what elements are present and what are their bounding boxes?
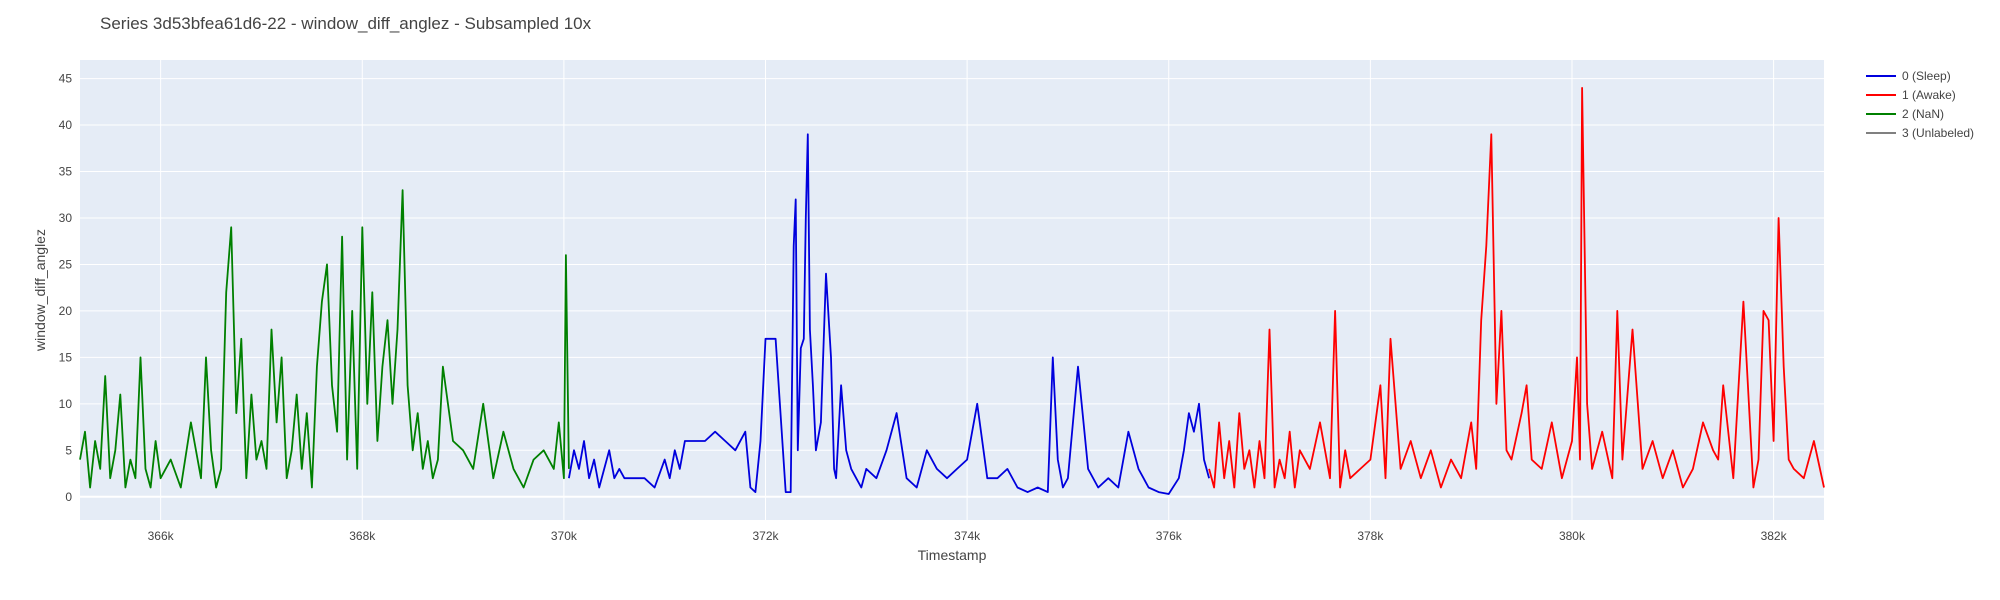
legend-label: 3 (Unlabeled) [1902, 125, 1975, 140]
y-tick-label: 10 [59, 397, 73, 411]
chart-title: Series 3d53bfea61d6-22 - window_diff_ang… [100, 14, 592, 33]
x-tick-label: 374k [954, 529, 981, 543]
x-tick-label: 382k [1761, 529, 1788, 543]
x-tick-label: 368k [349, 529, 376, 543]
x-tick-label: 372k [752, 529, 779, 543]
legend: 0 (Sleep) 1 (Awake) 2 (NaN) 3 (Unlabeled) [1866, 66, 1974, 142]
y-tick-label: 5 [65, 443, 72, 457]
series-line [79, 189, 570, 489]
x-tick-labels: 366k 368k 370k 372k 374k 376k 378k 380k 382k [148, 529, 1788, 543]
legend-item[interactable]: 1 (Awake) [1866, 85, 1974, 104]
y-tick-label: 20 [59, 304, 73, 318]
x-tick-label: 370k [551, 529, 578, 543]
y-tick-label: 0 [65, 490, 72, 504]
series-line [568, 133, 1210, 495]
x-axis-title: Timestamp [918, 547, 987, 563]
x-tick-label: 380k [1559, 529, 1586, 543]
y-tick-label: 25 [59, 257, 73, 271]
legend-swatch [1866, 74, 1896, 77]
y-tick-label: 45 [59, 72, 73, 86]
y-gridlines [80, 78, 1824, 498]
legend-item[interactable]: 0 (Sleep) [1866, 66, 1974, 85]
x-tick-label: 366k [148, 529, 175, 543]
x-tick-label: 378k [1357, 529, 1384, 543]
legend-item[interactable]: 3 (Unlabeled) [1866, 123, 1974, 142]
y-axis-title: window_diff_anglez [32, 229, 48, 352]
legend-swatch [1866, 112, 1896, 115]
legend-label: 0 (Sleep) [1902, 68, 1951, 83]
y-tick-label: 35 [59, 165, 73, 179]
legend-label: 1 (Awake) [1902, 87, 1956, 102]
series-line [1208, 87, 1825, 489]
series-lines [79, 87, 1825, 495]
plot-area [80, 60, 1824, 520]
x-tick-label: 376k [1156, 529, 1183, 543]
y-tick-labels: 0 5 10 15 20 25 30 35 40 45 [59, 72, 73, 504]
legend-item[interactable]: 2 (NaN) [1866, 104, 1974, 123]
y-tick-label: 40 [59, 118, 73, 132]
y-tick-label: 15 [59, 350, 73, 364]
legend-label: 2 (NaN) [1902, 106, 1945, 121]
y-tick-label: 30 [59, 211, 73, 225]
legend-swatch [1866, 93, 1896, 96]
legend-swatch [1866, 131, 1896, 134]
